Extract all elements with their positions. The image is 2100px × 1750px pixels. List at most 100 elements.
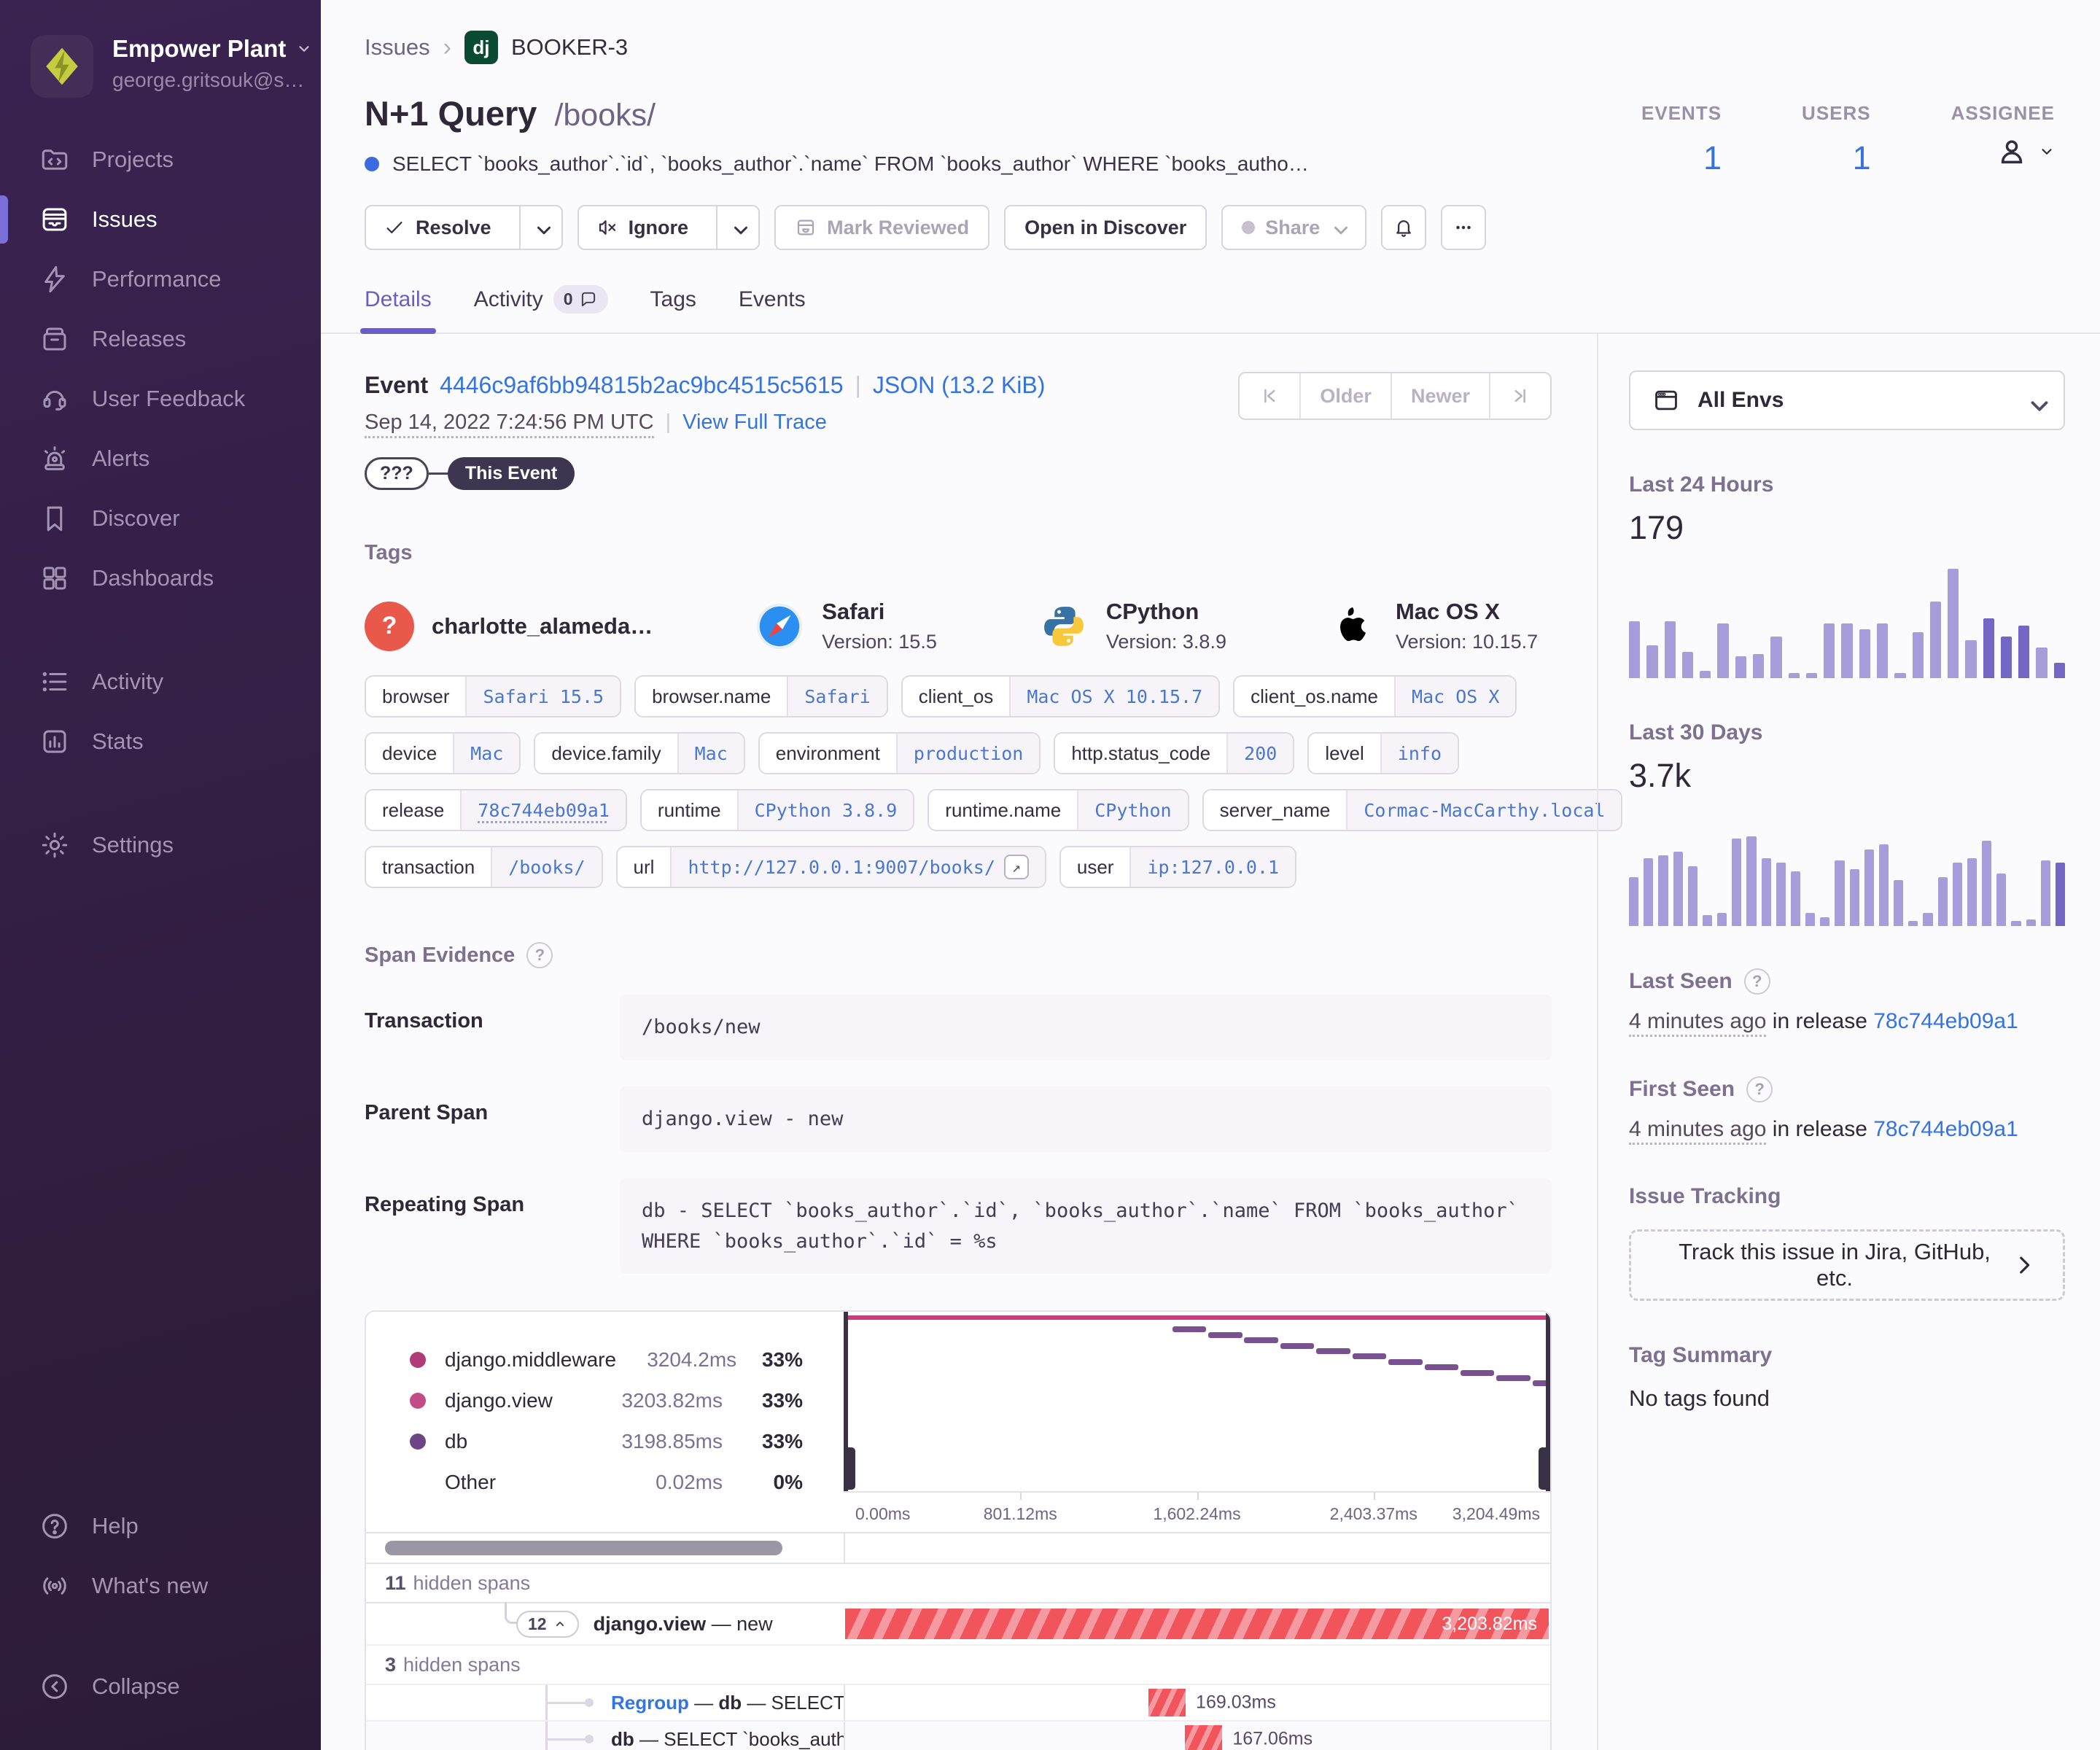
breadcrumb-issues-link[interactable]: Issues — [365, 34, 430, 60]
user-feedback-icon — [39, 384, 70, 414]
sidebar-item-discover[interactable]: Discover — [0, 489, 321, 548]
sidebar-item-whats-new[interactable]: What's new — [0, 1556, 321, 1616]
waterfall-minimap[interactable]: 0.00ms 801.12ms 1,602.24ms 2,403.37ms 3,204.… — [844, 1312, 1550, 1532]
events-stat-value[interactable]: 1 — [1703, 139, 1722, 176]
org-switcher[interactable]: Empower Plant george.gritsouk@s… — [0, 28, 321, 130]
page-title-path: /books/ — [554, 98, 656, 133]
sidebar-item-help[interactable]: Help — [0, 1496, 321, 1556]
hidden-spans-mid[interactable]: 3 hidden spans — [366, 1644, 1550, 1684]
sidebar-item-alerts[interactable]: Alerts — [0, 429, 321, 489]
legend-dot-icon — [410, 1474, 426, 1490]
tab-details[interactable]: Details — [360, 285, 436, 334]
skip-last-icon — [1514, 389, 1525, 403]
span-row[interactable]: db — SELECT `books_author`167.06ms — [366, 1720, 1550, 1750]
span-row[interactable]: Regroup — db — SELECT `boo169.03ms — [366, 1684, 1550, 1721]
comment-bubble-icon — [581, 292, 595, 306]
resolve-dropdown-button[interactable] — [518, 206, 561, 249]
tag-pill-browser.name[interactable]: browser.name Safari — [634, 675, 888, 718]
minimap-left-handle[interactable] — [844, 1312, 855, 1492]
tag-pill-browser[interactable]: browser Safari 15.5 — [365, 675, 622, 718]
track-issue-button[interactable]: Track this issue in Jira, GitHub, etc. — [1629, 1229, 2065, 1301]
last-30d-label: Last 30 Days — [1629, 720, 1763, 744]
tag-pill-environment[interactable]: environment production — [758, 732, 1041, 774]
featured-tag-cpython[interactable]: CPython Version: 3.8.9 — [1039, 599, 1226, 653]
tag-pill-client_os.name[interactable]: client_os.name Mac OS X — [1233, 675, 1517, 718]
chart-bar — [1770, 637, 1782, 678]
scrollbar-thumb[interactable] — [385, 1541, 782, 1556]
chevron-down-icon — [2026, 392, 2048, 411]
axis-tick-label: 3,204.49ms — [1452, 1504, 1540, 1524]
sidebar-item-releases[interactable]: Releases — [0, 309, 321, 369]
tag-pill-url[interactable]: url http://127.0.0.1:9007/books/↗ — [615, 846, 1046, 888]
tag-pill-device.family[interactable]: device.family Mac — [534, 732, 745, 774]
featured-tag-user[interactable]: ? charlotte_alameda… — [365, 601, 653, 651]
django-project-icon: dj — [464, 31, 498, 64]
parent-span-row[interactable]: 12 django.view — new 3,203.82ms — [366, 1602, 1550, 1645]
ignore-button[interactable]: Ignore — [577, 205, 761, 250]
oldest-event-button[interactable] — [1240, 373, 1299, 419]
tab-events[interactable]: Events — [738, 287, 806, 311]
tag-pill-runtime[interactable]: runtime CPython 3.8.9 — [639, 789, 915, 831]
tag-pill-client_os[interactable]: client_os Mac OS X 10.15.7 — [901, 675, 1221, 718]
subscribe-button[interactable] — [1381, 205, 1427, 250]
newest-event-button[interactable] — [1489, 373, 1550, 419]
featured-tag-mac-os-x[interactable]: Mac OS X Version: 10.15.7 — [1329, 599, 1538, 653]
sidebar-item-activity[interactable]: Activity — [0, 652, 321, 712]
help-icon — [39, 1511, 70, 1541]
minimap-span-dash — [1172, 1326, 1207, 1333]
tag-pill-release[interactable]: release 78c744eb09a1 — [365, 789, 627, 831]
mark-reviewed-button[interactable]: Mark Reviewed — [774, 205, 990, 250]
newer-event-button[interactable]: Newer — [1390, 373, 1489, 419]
performance-icon — [39, 264, 70, 295]
sidebar-item-collapse[interactable]: Collapse — [0, 1657, 321, 1716]
sidebar-item-issues[interactable]: Issues — [0, 190, 321, 249]
tag-pill-device[interactable]: device Mac — [365, 732, 521, 774]
tag-pill-level[interactable]: level info — [1307, 732, 1460, 774]
open-in-discover-button[interactable]: Open in Discover — [1004, 205, 1208, 250]
help-circle-icon[interactable]: ? — [1743, 968, 1770, 995]
chart-bar — [1761, 858, 1771, 926]
event-json-link[interactable]: JSON (13.2 KiB) — [872, 372, 1046, 398]
release-link[interactable]: 78c744eb09a1 — [1873, 1117, 2018, 1141]
sidebar-item-settings[interactable]: Settings — [0, 815, 321, 875]
tag-pill-runtime.name[interactable]: runtime.name CPython — [928, 789, 1189, 831]
share-button[interactable]: Share — [1221, 205, 1367, 250]
tag-pill-http.status_code[interactable]: http.status_code 200 — [1054, 732, 1295, 774]
chart-bar — [2011, 920, 2021, 926]
tab-tags[interactable]: Tags — [650, 287, 696, 311]
more-actions-button[interactable] — [1441, 205, 1487, 250]
help-circle-icon[interactable]: ? — [1746, 1076, 1773, 1102]
users-stat-value[interactable]: 1 — [1852, 139, 1871, 176]
waterfall-legend: django.middleware 3204.2ms 33% django.view 3… — [366, 1312, 844, 1532]
minimap-axis: 0.00ms 801.12ms 1,602.24ms 2,403.37ms 3,204.… — [844, 1491, 1550, 1532]
assignee-dropdown[interactable] — [1951, 135, 2055, 168]
tag-pill-server_name[interactable]: server_name Cormac-MacCarthy.local — [1202, 789, 1623, 831]
minimap-right-handle[interactable] — [1539, 1312, 1550, 1492]
hidden-spans-top[interactable]: 11 hidden spans — [366, 1563, 1550, 1603]
chart-bar — [1717, 913, 1727, 926]
sidebar-item-user-feedback[interactable]: User Feedback — [0, 369, 321, 429]
external-link-icon[interactable]: ↗ — [1003, 855, 1029, 879]
sidebar-item-dashboards[interactable]: Dashboards — [0, 548, 321, 608]
environment-selector[interactable]: All Envs — [1629, 370, 2065, 430]
tag-summary-empty: No tags found — [1629, 1385, 1770, 1411]
tag-pill-transaction[interactable]: transaction/books/ — [365, 846, 603, 888]
release-link[interactable]: 78c744eb09a1 — [1873, 1009, 2018, 1033]
sidebar-item-projects[interactable]: Projects — [0, 130, 321, 190]
view-full-trace-link[interactable]: View Full Trace — [682, 411, 827, 434]
sidebar-item-performance[interactable]: Performance — [0, 249, 321, 309]
tree-elbow — [505, 1602, 526, 1625]
waterfall-scrollbar[interactable] — [366, 1532, 1550, 1563]
featured-tag-safari[interactable]: Safari Version: 15.5 — [755, 599, 937, 653]
collapse-children-pill[interactable]: 12 — [516, 1610, 579, 1638]
share-dot-icon — [1242, 221, 1256, 234]
regroup-link[interactable]: Regroup — [611, 1691, 689, 1714]
tag-pill-user[interactable]: user ip:127.0.0.1 — [1059, 846, 1297, 888]
older-event-button[interactable]: Older — [1299, 373, 1391, 419]
resolve-button[interactable]: Resolve — [365, 205, 563, 250]
tab-activity[interactable]: Activity 0 — [474, 285, 608, 332]
sidebar-item-stats[interactable]: Stats — [0, 712, 321, 771]
ignore-dropdown-button[interactable] — [716, 206, 758, 249]
event-id-link[interactable]: 4446c9af6bb94815b2ac9bc4515c5615 — [440, 372, 844, 398]
help-circle-icon[interactable]: ? — [526, 942, 553, 968]
